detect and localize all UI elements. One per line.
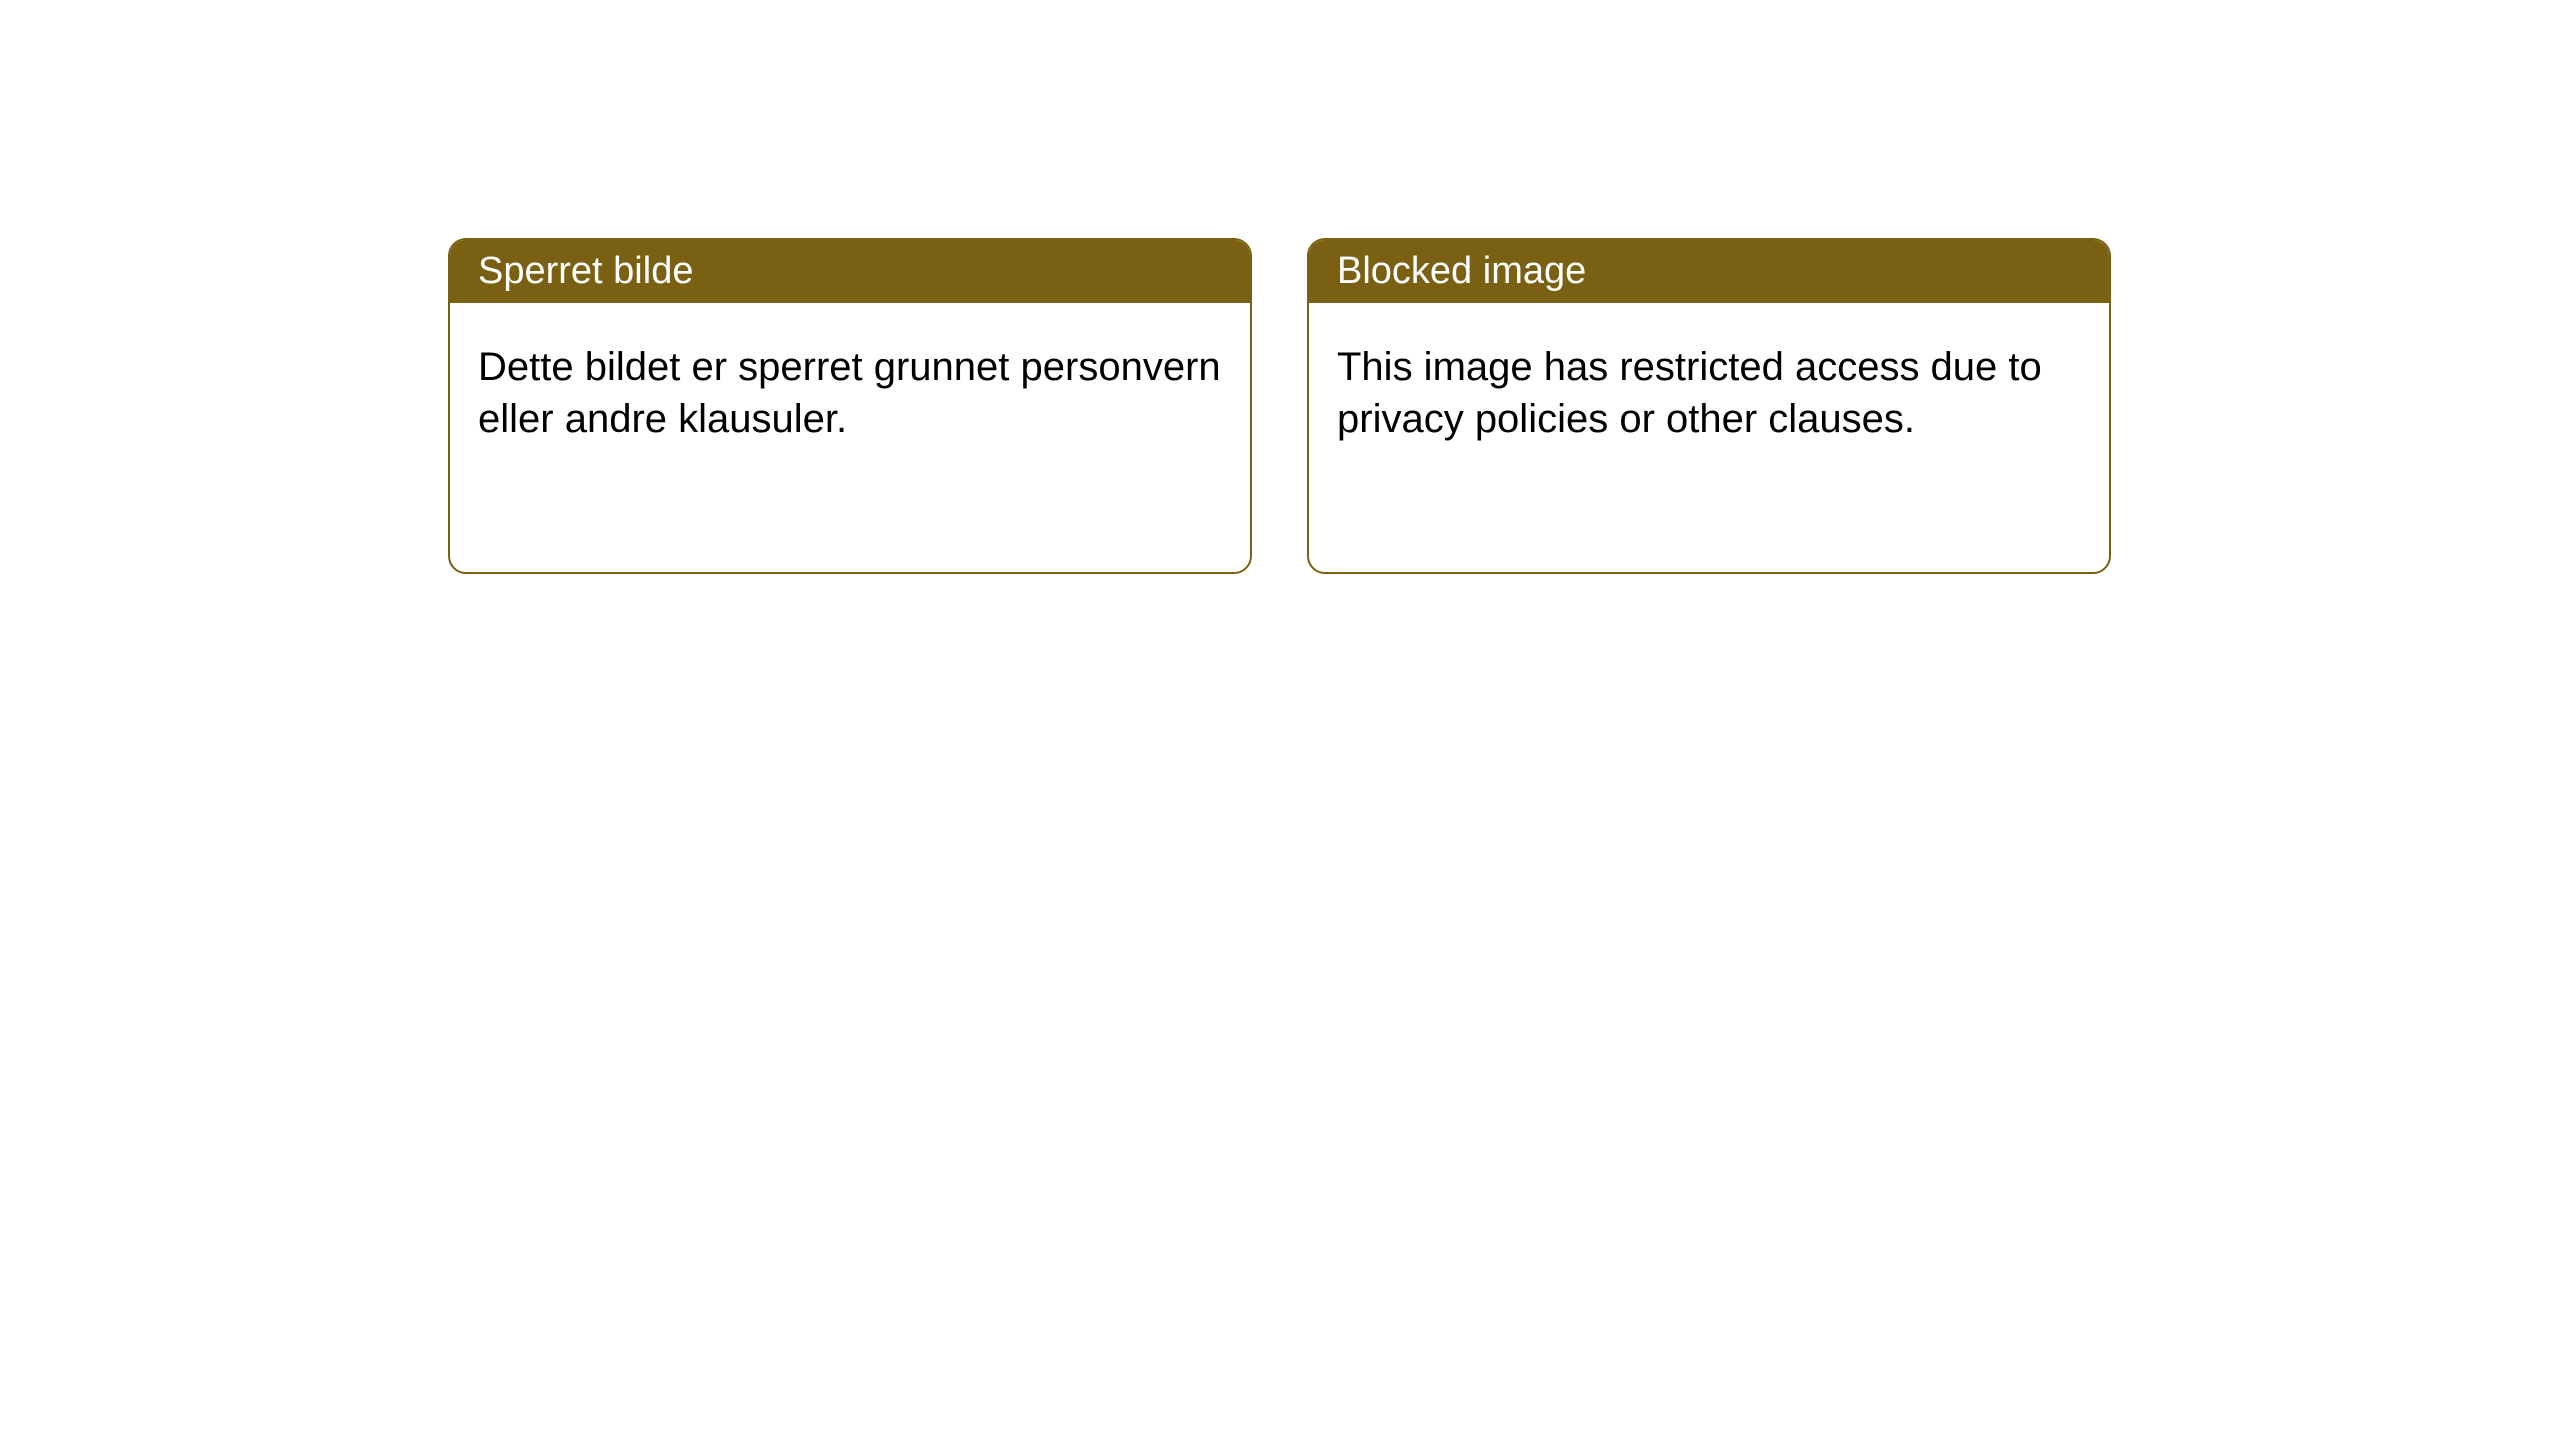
notice-card-title: Blocked image — [1337, 250, 1586, 292]
notice-cards-container: Sperret bilde Dette bildet er sperret gr… — [0, 0, 2560, 574]
notice-card-text: This image has restricted access due to … — [1337, 345, 2042, 441]
notice-card-title: Sperret bilde — [478, 250, 693, 292]
notice-card-body: Dette bildet er sperret grunnet personve… — [450, 303, 1250, 483]
notice-card-text: Dette bildet er sperret grunnet personve… — [478, 345, 1221, 441]
notice-card-norwegian: Sperret bilde Dette bildet er sperret gr… — [448, 238, 1252, 574]
notice-card-english: Blocked image This image has restricted … — [1307, 238, 2111, 574]
notice-card-header: Sperret bilde — [450, 240, 1250, 303]
notice-card-body: This image has restricted access due to … — [1309, 303, 2109, 483]
notice-card-header: Blocked image — [1309, 240, 2109, 303]
